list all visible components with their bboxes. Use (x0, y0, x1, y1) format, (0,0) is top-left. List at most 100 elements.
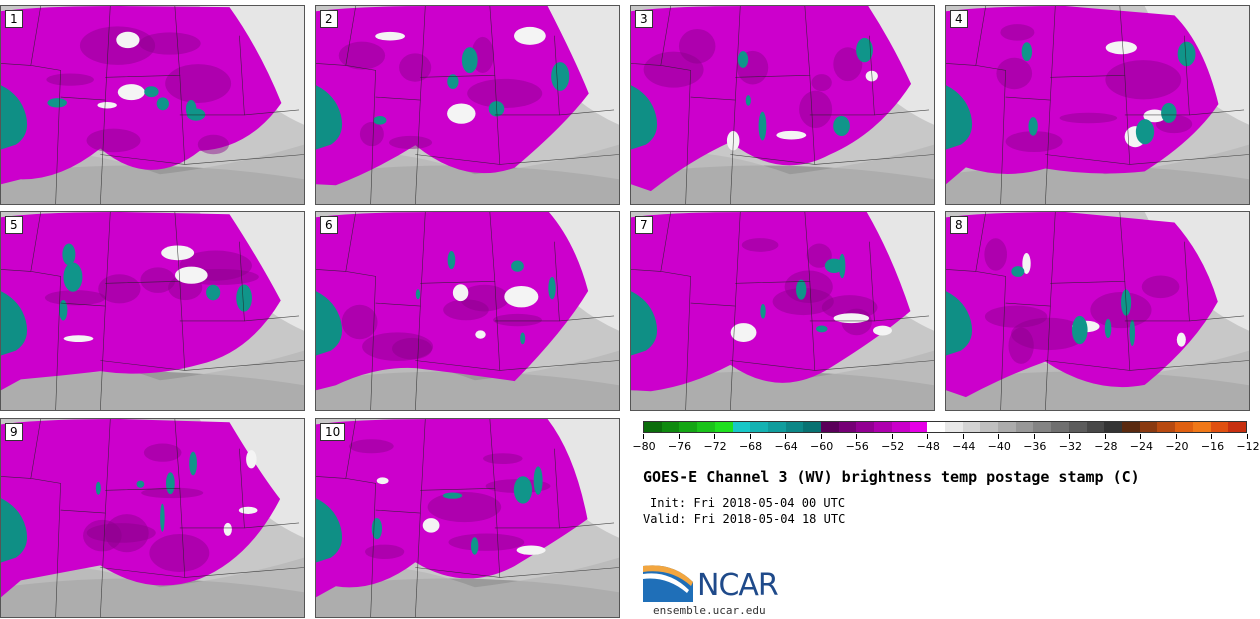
colorbar-swatch (1175, 422, 1193, 432)
colorbar-tick-label: −76 (667, 440, 692, 453)
colorbar-swatch (909, 422, 928, 432)
water-vapor-map (1, 419, 304, 617)
panel-number: 10 (320, 423, 346, 441)
colorbar-swatch (927, 422, 945, 432)
colorbar-tick (1069, 434, 1071, 439)
colorbar-swatch (856, 422, 875, 432)
valid-time: Valid: Fri 2018-05-04 18 UTC (643, 512, 846, 526)
colorbar-tick (856, 434, 858, 439)
member-panel-4: 4 (945, 5, 1250, 205)
colorbar-tick-label: −24 (1129, 440, 1154, 453)
water-vapor-map (1, 6, 304, 204)
colorbar-swatch (1051, 422, 1069, 432)
water-vapor-map (1, 212, 304, 410)
colorbar-swatch (944, 422, 963, 432)
colorbar-tick (1247, 434, 1248, 439)
member-panel-6: 6 (315, 211, 620, 411)
colorbar-tick-label: −32 (1058, 440, 1082, 453)
panel-number: 1 (5, 10, 23, 28)
member-panel-2: 2 (315, 5, 620, 205)
panel-number: 4 (950, 10, 968, 28)
colorbar-tick-label: −68 (738, 440, 763, 453)
member-panel-9: 9 (0, 418, 305, 618)
panel-number: 8 (950, 216, 968, 234)
panel-number: 3 (635, 10, 653, 28)
colorbar-swatch (1139, 422, 1158, 432)
colorbar-tick-label: −20 (1165, 440, 1189, 453)
water-vapor-map (316, 6, 619, 204)
member-panel-5: 5 (0, 211, 305, 411)
colorbar-tick (927, 434, 929, 439)
colorbar-tick-label: −60 (810, 440, 834, 453)
colorbar-swatch (785, 422, 804, 432)
colorbar-swatch (998, 422, 1016, 432)
water-vapor-map (946, 6, 1249, 204)
colorbar-swatch (767, 422, 786, 432)
water-vapor-map (631, 6, 934, 204)
colorbar-swatch (1015, 422, 1034, 432)
colorbar-swatch (803, 422, 822, 432)
colorbar-swatch (838, 422, 857, 432)
panel-number: 2 (320, 10, 338, 28)
colorbar-swatch (980, 422, 999, 432)
colorbar-swatch (1192, 422, 1211, 432)
colorbar-tick (1104, 434, 1106, 439)
colorbar-tick-label: −36 (1023, 440, 1047, 453)
member-panel-8: 8 (945, 211, 1250, 411)
colorbar-swatch (750, 422, 768, 432)
ncar-url: ensemble.ucar.edu (653, 604, 766, 617)
colorbar-swatch (1210, 422, 1229, 432)
colorbar-swatch (1121, 422, 1140, 432)
colorbar-tick (643, 434, 644, 439)
colorbar-tick-label: −64 (774, 440, 798, 453)
colorbar-swatch (962, 422, 981, 432)
member-panel-10: 10 (315, 418, 620, 618)
water-vapor-map (316, 419, 619, 617)
colorbar-tick (1140, 434, 1142, 439)
member-panel-1: 1 (0, 5, 305, 205)
colorbar-tick (714, 434, 716, 439)
colorbar-tick-label: −12 (1236, 440, 1260, 453)
ncar-logo-text: NCAR (697, 568, 779, 603)
colorbar-tick-label: −48 (916, 440, 940, 453)
colorbar-swatch (1086, 422, 1105, 432)
member-panel-3: 3 (630, 5, 935, 205)
colorbar-swatch (874, 422, 892, 432)
colorbar-tick (1033, 434, 1035, 439)
colorbar-swatch (1068, 422, 1087, 432)
colorbar-tick-label: −28 (1094, 440, 1118, 453)
colorbar-tick (891, 434, 893, 439)
colorbar-swatch (1157, 422, 1176, 432)
colorbar-tick-label: −40 (987, 440, 1011, 453)
panel-number: 5 (5, 216, 23, 234)
panel-number: 9 (5, 423, 23, 441)
panel-number: 6 (320, 216, 338, 234)
colorbar-tick-label: −56 (845, 440, 869, 453)
colorbar-swatch (891, 422, 910, 432)
colorbar-tick (998, 434, 1000, 439)
colorbar-swatch (1104, 422, 1122, 432)
colorbar-swatch (661, 422, 680, 432)
colorbar-tick-label: −52 (881, 440, 905, 453)
colorbar-tick-label: −72 (703, 440, 727, 453)
colorbar-tick (820, 434, 822, 439)
colorbar-swatch (732, 422, 751, 432)
colorbar-tick (785, 434, 787, 439)
colorbar-tick (962, 434, 964, 439)
colorbar-tick-label: −16 (1200, 440, 1225, 453)
plot-title: GOES-E Channel 3 (WV) brightness temp po… (643, 468, 1140, 486)
colorbar-swatch (697, 422, 715, 432)
colorbar-tick (749, 434, 751, 439)
colorbar (643, 421, 1247, 433)
colorbar-tick (1211, 434, 1213, 439)
water-vapor-map (631, 212, 934, 410)
colorbar-tick-label: −80 (632, 440, 656, 453)
water-vapor-map (946, 212, 1249, 410)
colorbar-swatch (1033, 422, 1052, 432)
colorbar-swatch (679, 422, 698, 432)
colorbar-swatch (714, 422, 733, 432)
colorbar-swatch (821, 422, 839, 432)
ncar-logo-icon (643, 565, 693, 602)
panel-number: 7 (635, 216, 653, 234)
colorbar-tick (678, 434, 680, 439)
